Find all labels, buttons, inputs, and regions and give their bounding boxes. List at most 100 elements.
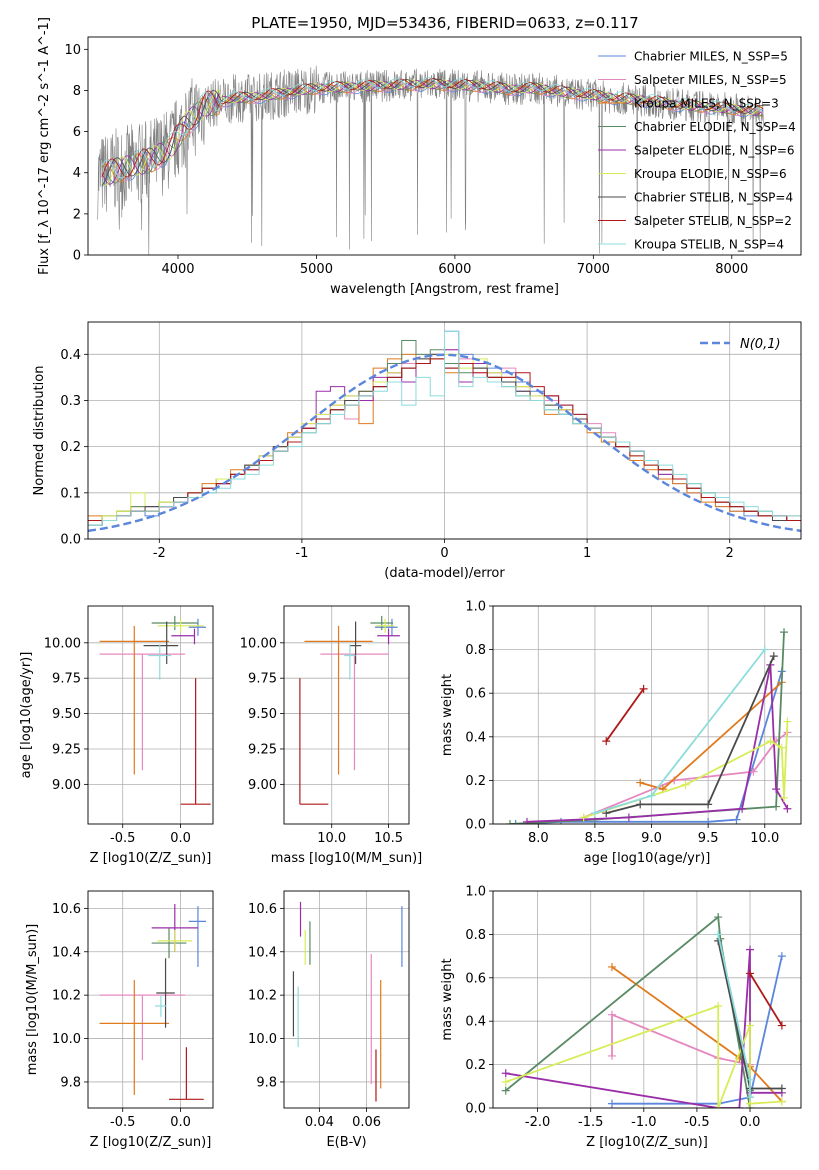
y-tick-label: 6 <box>73 125 81 140</box>
x-tick-label: 9.0 <box>641 831 662 846</box>
weight-marker <box>783 804 792 813</box>
grid <box>284 606 409 824</box>
errorbar-kroupa_miles <box>99 625 170 775</box>
legend-label: Salpeter STELIB, N_SSP=2 <box>634 214 792 228</box>
x-tick-label: 10.5 <box>374 831 403 846</box>
x-tick-label: 5000 <box>300 262 333 277</box>
axes-frame <box>492 605 802 825</box>
axes-frame <box>87 36 802 256</box>
x-tick-label: -1.5 <box>578 1115 603 1130</box>
weight-line-kroupa_elodie <box>505 1004 782 1108</box>
weight-marker <box>704 800 713 809</box>
y-axis-label: mass [log10(M/M_sun)] <box>25 924 40 1076</box>
legend-label: Kroupa STELIB, N_SSP=4 <box>634 238 784 252</box>
grid <box>88 606 213 824</box>
errorbar-salpeter_stelib <box>169 1047 204 1100</box>
y-tick-label: 9.25 <box>52 742 81 757</box>
errorbar-chabrier_miles <box>188 618 207 636</box>
y-tick-label: 0.2 <box>60 440 81 455</box>
x-tick-label: 9.5 <box>698 831 719 846</box>
plot-area <box>505 628 792 824</box>
panel-mass_vs_Z: -0.5 0.0 9.8 10.0 10.2 10.4 10.6 Z [log10(Z/Z_s… <box>25 890 214 1150</box>
errorbar-chabrier_stelib <box>349 621 362 665</box>
weight-marker <box>579 813 588 822</box>
errorbar-kroupa_stelib <box>148 644 172 680</box>
axes-frame <box>87 890 214 1109</box>
x-tick-label: -0.5 <box>110 1115 135 1130</box>
model-spectrum-salpeter_stelib <box>101 78 764 178</box>
grid <box>284 891 409 1108</box>
y-tick-label: 10.4 <box>52 945 81 960</box>
y-tick-label: 0.0 <box>465 818 486 833</box>
weight-marker <box>732 815 741 824</box>
legend-label: Chabrier MILES, N_SSP=5 <box>634 50 788 64</box>
weight-marker <box>749 767 758 776</box>
y-tick-label: 10.2 <box>52 989 81 1004</box>
y-tick-label: 9.50 <box>248 707 277 722</box>
x-tick-label: 1 <box>583 546 591 561</box>
errorbar-salpeter_miles <box>99 653 186 771</box>
weight-marker <box>714 913 723 922</box>
y-tick-label: 0.4 <box>465 1015 486 1030</box>
errorbar-salpeter_miles <box>320 653 389 771</box>
weight-marker <box>607 962 616 971</box>
y-axis-label: mass weight <box>440 674 455 756</box>
x-tick-label: -2.0 <box>525 1115 550 1130</box>
y-tick-label: 10.0 <box>52 1032 81 1047</box>
panel-weight_vs_Z: -2.0 -1.5 -1.0 -0.5 0.0 0.0 0.2 0.4 0.6 0.8 1.0 Z [… <box>440 885 802 1150</box>
legend-label: N(0,1) <box>740 337 781 352</box>
weight-marker <box>636 778 645 787</box>
plot-area <box>99 904 207 1100</box>
y-tick-label: 10.4 <box>248 945 277 960</box>
weight-marker <box>783 717 792 726</box>
x-axis-label: wavelength [Angstrom, rest frame] <box>330 282 559 297</box>
y-tick-label: 9.75 <box>52 672 81 687</box>
weight-marker <box>746 945 755 954</box>
weight-marker <box>780 628 789 637</box>
weight-marker <box>766 737 775 746</box>
weight-marker <box>738 804 747 813</box>
weight-line-salpeter_stelib <box>749 973 783 1026</box>
weight-marker <box>681 780 690 789</box>
y-tick-label: 4 <box>73 166 81 181</box>
x-tick-label: 0.06 <box>352 1115 381 1130</box>
legend-label: Chabrier STELIB, N_SSP=4 <box>634 191 793 205</box>
y-tick-label: 9.75 <box>248 672 277 687</box>
y-tick-label: 0.1 <box>60 486 81 501</box>
errorbar-kroupa_stelib <box>155 995 167 1017</box>
weight-marker <box>639 684 648 693</box>
weight-marker <box>777 952 786 961</box>
errorbar-kroupa_stelib <box>344 644 356 680</box>
weight-line-chabrier_miles <box>515 671 783 824</box>
x-tick-label: 4000 <box>161 262 194 277</box>
weight-line-salpeter_elodie <box>526 664 789 823</box>
y-tick-label: 1.0 <box>465 600 486 615</box>
y-tick-label: 10.2 <box>248 989 277 1004</box>
model-spectrum-kroupa_stelib <box>101 77 764 179</box>
errorbar-kroupa_elodie <box>157 618 204 633</box>
y-axis-label: age [log10(age/yr)] <box>19 652 34 779</box>
model-spectrum-chabrier_elodie <box>101 80 764 184</box>
panel-spectrum: 4000 5000 6000 7000 8000 0 2 4 6 8 10 wavelength [A… <box>37 17 802 297</box>
panel-weight_vs_age: 8.0 8.5 9.0 9.5 10.0 0.0 0.2 0.4 0.6 0.8 1.0 age [l… <box>440 600 802 866</box>
y-tick-label: 0 <box>73 249 81 264</box>
x-tick-label: 8000 <box>715 262 748 277</box>
errorbar-kroupa_elodie <box>157 930 193 952</box>
x-axis-label: Z [log10(Z/Z_sun)] <box>586 1135 708 1150</box>
x-tick-label: 0.0 <box>170 831 191 846</box>
x-axis-label: E(B-V) <box>326 1135 366 1150</box>
x-axis-label: Z [log10(Z/Z_sun)] <box>90 851 212 866</box>
errorbar-salpeter_miles <box>99 994 186 1061</box>
observed-spectrum <box>97 65 764 255</box>
y-tick-label: 2 <box>73 207 81 222</box>
x-tick-label: 0.04 <box>305 1115 334 1130</box>
y-tick-label: 10 <box>64 43 81 58</box>
y-tick-label: 1.0 <box>465 885 486 900</box>
weight-marker <box>772 802 781 811</box>
axes-frame <box>87 605 214 825</box>
weight-marker <box>590 809 599 818</box>
x-tick-label: 8.5 <box>585 831 606 846</box>
y-tick-label: 0.2 <box>465 774 486 789</box>
weight-marker <box>501 1086 510 1095</box>
